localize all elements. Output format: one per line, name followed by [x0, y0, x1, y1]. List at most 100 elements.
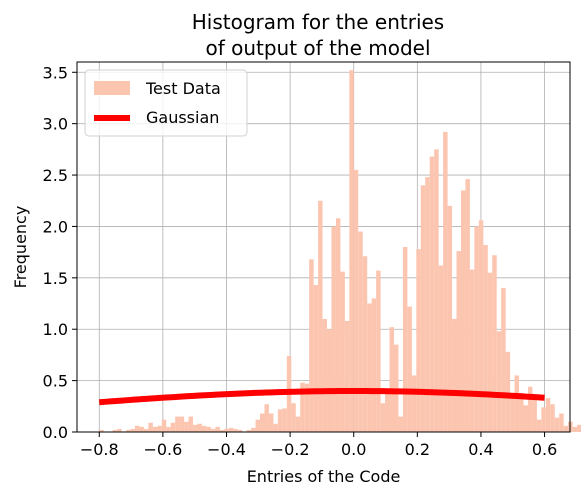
histogram-bar-55: [344, 321, 350, 432]
histogram-bar-9: [139, 426, 144, 432]
histogram-bar-47: [309, 259, 314, 432]
histogram-bar-48: [313, 285, 319, 432]
histogram-bar-37: [264, 404, 269, 432]
histogram-bar-79: [452, 318, 457, 432]
gaussian-curve: [99, 388, 545, 406]
histogram-bar-26: [215, 426, 220, 432]
histogram-bar-19: [184, 421, 189, 432]
histogram-bar-29: [228, 427, 234, 432]
histogram-bar-33: [246, 429, 252, 432]
histogram-bar-27: [219, 429, 225, 432]
y-axis: 0.0 0.5 1.0 1.5 2.0 2.5 3.0 3.5: [43, 63, 77, 442]
histogram-bar-25: [210, 428, 216, 432]
histogram-bar-60: [367, 303, 372, 432]
histogram-bar-88: [492, 255, 497, 432]
histogram-bar-80: [456, 251, 461, 432]
histogram-bar-98: [536, 419, 542, 432]
histogram-bar-58: [358, 231, 363, 432]
histogram-bar-104: [563, 425, 569, 432]
histogram-bar-46: [304, 383, 310, 432]
histogram-bar-87: [487, 272, 493, 432]
histogram-bar-97: [532, 396, 537, 432]
legend-label-gaussian: Gaussian: [146, 108, 219, 127]
histogram-bar-90: [501, 288, 506, 432]
histogram-bar-65: [389, 327, 394, 432]
histogram-bar-77: [443, 131, 448, 432]
histogram-bar-39: [273, 423, 278, 432]
histogram-bar-35: [255, 419, 261, 432]
x-tick-label-3: −0.2: [271, 440, 310, 459]
histogram-bar-93: [514, 375, 520, 432]
y-tick-label-4: 2.0: [43, 217, 68, 236]
chart-title-line-1: Histogram for the entries: [192, 10, 444, 34]
histogram-bar-75: [434, 149, 439, 432]
histogram-bar-83: [469, 269, 475, 432]
histogram-bar-15: [166, 426, 171, 432]
histogram-bar-13: [157, 425, 162, 432]
histogram-bar-6: [126, 429, 131, 432]
histogram-bar-16: [170, 422, 176, 432]
histogram-bar-59: [362, 256, 368, 432]
histogram-bar-101: [550, 404, 555, 432]
histogram-bar-41: [282, 408, 287, 432]
histogram-bar-14: [161, 419, 167, 432]
series-line-0: [99, 388, 545, 406]
histogram-bar-7: [130, 428, 135, 432]
histogram-bar-74: [429, 156, 435, 433]
y-tick-label-2: 1.0: [43, 320, 68, 339]
histogram-bar-70: [411, 375, 417, 432]
histogram-bar-85: [478, 220, 484, 432]
histogram-bar-12: [152, 426, 158, 432]
histogram-bar-20: [188, 416, 194, 432]
y-axis-label: Frequency: [11, 206, 30, 289]
x-tick-label-5: 0.2: [405, 440, 430, 459]
y-tick-label-1: 0.5: [43, 372, 68, 391]
histogram-bar-86: [483, 244, 488, 432]
histogram-bar-44: [295, 416, 301, 432]
histogram-bar-72: [420, 185, 426, 432]
histogram-bar-95: [523, 405, 528, 432]
x-axis-label: Entries of the Code: [247, 467, 401, 486]
histogram-bar-71: [416, 249, 421, 432]
histogram-bar-64: [385, 390, 390, 432]
histogram-bar-56: [349, 70, 354, 432]
histogram-bar-49: [318, 200, 323, 432]
y-tick-label-0: 0.0: [43, 423, 68, 442]
histogram-bar-0: [99, 429, 104, 432]
histogram-bar-99: [541, 407, 546, 432]
histogram-bar-73: [425, 177, 430, 432]
histogram-bar-63: [380, 403, 386, 432]
histogram-bar-28: [224, 428, 229, 432]
histogram-bar-89: [496, 331, 502, 432]
histogram-bar-3: [112, 429, 118, 432]
x-axis: −0.8 −0.6 −0.4 −0.2 0.0 0.2 0.4 0.6: [80, 432, 557, 459]
histogram-bar-68: [402, 247, 408, 432]
histogram-bar-21: [193, 424, 198, 432]
histogram-bar-78: [447, 205, 453, 432]
histogram-bar-96: [527, 386, 533, 432]
histogram-bar-81: [460, 190, 466, 432]
x-tick-label-6: 0.4: [468, 440, 493, 459]
histogram-bar-45: [300, 382, 305, 432]
histogram-bar-53: [335, 218, 341, 432]
y-tick-label-7: 3.5: [43, 63, 68, 82]
histogram-bar-107: [577, 424, 581, 432]
histogram-bar-8: [134, 425, 140, 432]
legend-label-test-data: Test Data: [145, 79, 221, 98]
legend: Test Data Gaussian: [84, 69, 248, 137]
histogram-bar-67: [398, 416, 403, 432]
histogram-bar-92: [510, 396, 515, 432]
histogram-bar-11: [148, 422, 153, 432]
histogram-bar-94: [519, 392, 524, 432]
histogram-bar-76: [438, 265, 444, 432]
histogram-bar-52: [331, 226, 336, 432]
histogram-bar-102: [554, 417, 560, 432]
histogram-bar-22: [197, 423, 202, 432]
histogram-bar-17: [175, 416, 180, 432]
y-tick-label-3: 1.5: [43, 269, 68, 288]
histogram-bar-23: [201, 425, 207, 432]
legend-swatch-test-data: [94, 81, 130, 95]
x-tick-label-0: −0.8: [80, 440, 119, 459]
histogram-bar-106: [572, 426, 578, 432]
histogram-bar-91: [505, 351, 511, 432]
